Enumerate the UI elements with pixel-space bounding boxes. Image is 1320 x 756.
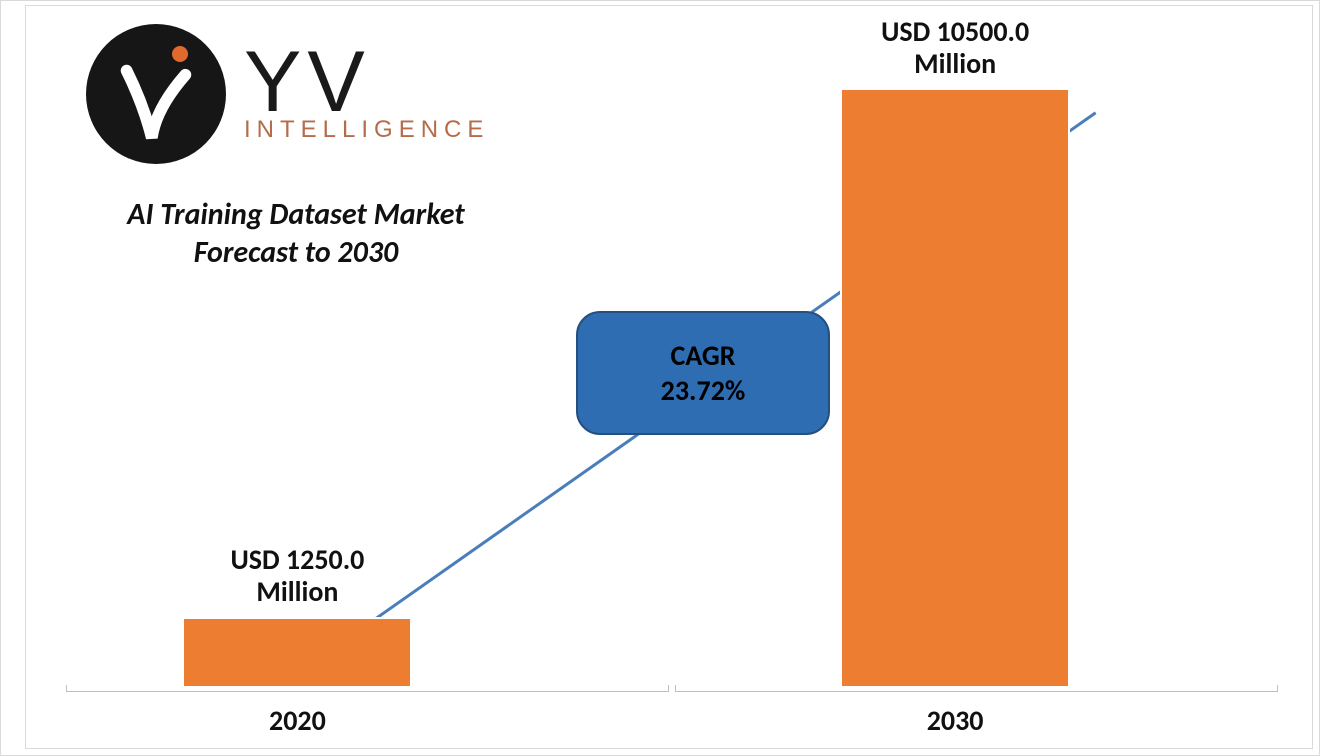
x-tick-2020 [66, 685, 669, 692]
x-label-2030: 2030 [875, 703, 1035, 738]
cagr-label: CAGR [578, 338, 828, 373]
bar-2020 [182, 617, 412, 688]
inner-panel: YV INTELLIGENCE AI Training Dataset Mark… [25, 5, 1313, 749]
x-tick-2030 [675, 685, 1278, 692]
bar-label-2030: USD 10500.0Million [805, 16, 1105, 80]
plot-area: USD 1250.0MillionUSD 10500.0Million CAGR… [66, 26, 1282, 688]
bar-label-2020: USD 1250.0Million [147, 544, 447, 608]
outer-frame: YV INTELLIGENCE AI Training Dataset Mark… [0, 0, 1320, 756]
cagr-value: 23.72% [578, 373, 828, 408]
x-label-2020: 2020 [217, 703, 377, 738]
cagr-badge: CAGR 23.72% [576, 311, 830, 435]
bar-2030 [840, 88, 1070, 688]
